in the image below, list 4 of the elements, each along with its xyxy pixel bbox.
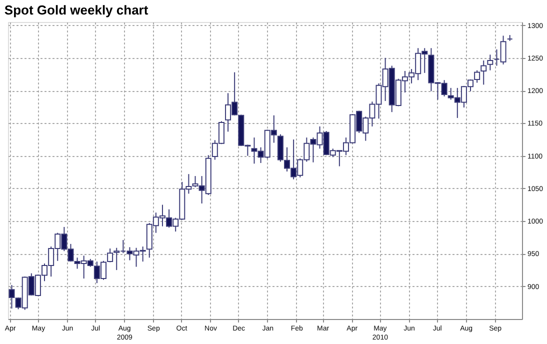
- candlestick: [480, 60, 487, 86]
- candlestick: [277, 134, 284, 162]
- candlestick: [487, 54, 494, 71]
- chart-title: Spot Gold weekly chart: [4, 2, 149, 18]
